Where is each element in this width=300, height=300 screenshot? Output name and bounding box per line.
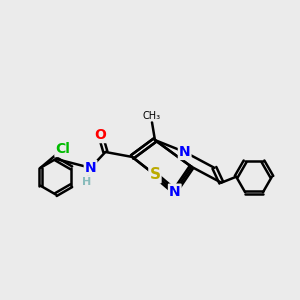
- Text: CH₃: CH₃: [143, 111, 161, 121]
- Text: Cl: Cl: [56, 142, 70, 156]
- Text: N: N: [85, 161, 96, 175]
- Text: N: N: [179, 145, 190, 159]
- Text: H: H: [82, 177, 91, 187]
- Text: S: S: [149, 167, 161, 182]
- Text: N: N: [169, 184, 181, 199]
- Text: O: O: [94, 128, 106, 142]
